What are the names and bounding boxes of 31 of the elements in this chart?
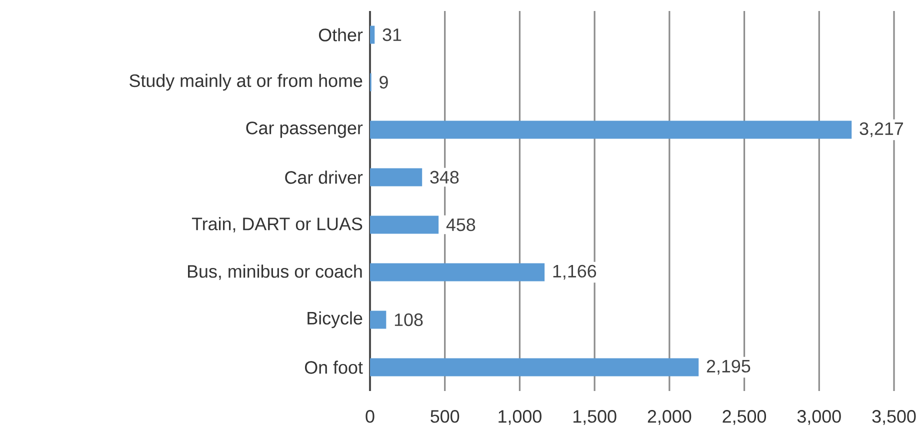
y-tick-label: On foot: [304, 360, 363, 374]
data-label: 3,217: [860, 122, 903, 138]
bar: [370, 358, 699, 376]
data-label: 1,166: [553, 264, 596, 280]
y-tick-label: Car driver: [285, 170, 363, 184]
x-tick-label: 500: [430, 410, 460, 423]
x-tick-label: 2,500: [722, 410, 766, 425]
data-label: 2,195: [706, 360, 750, 375]
y-tick-label: Bicycle: [308, 311, 362, 328]
bar: [370, 120, 852, 139]
x-tick-label: 3,500: [872, 410, 916, 425]
data-label: 108: [394, 313, 423, 326]
x-tick-label: 1,000: [498, 410, 542, 425]
x-tick-label: 3,000: [797, 410, 841, 425]
y-tick-label: Study mainly at or from home: [130, 74, 362, 91]
data-label: 31: [382, 28, 402, 42]
bar: [370, 310, 386, 329]
y-tick-label: Bus, minibus or coach: [188, 264, 362, 280]
x-tick-label: 1,500: [574, 410, 616, 425]
y-tick-label: Other: [318, 28, 363, 42]
y-tick-label: Car passenger: [246, 122, 363, 138]
x-tick-label: 2,000: [648, 410, 692, 425]
bar: [370, 26, 375, 44]
data-label: 348: [430, 170, 459, 184]
x-tick-label: 0: [366, 410, 374, 423]
y-tick-label: Train, DART or LUAS: [192, 217, 362, 232]
data-label: 9: [380, 76, 388, 89]
bar: [370, 168, 422, 186]
bar: [370, 263, 545, 282]
bar: [370, 216, 439, 234]
data-label: 458: [446, 218, 476, 232]
